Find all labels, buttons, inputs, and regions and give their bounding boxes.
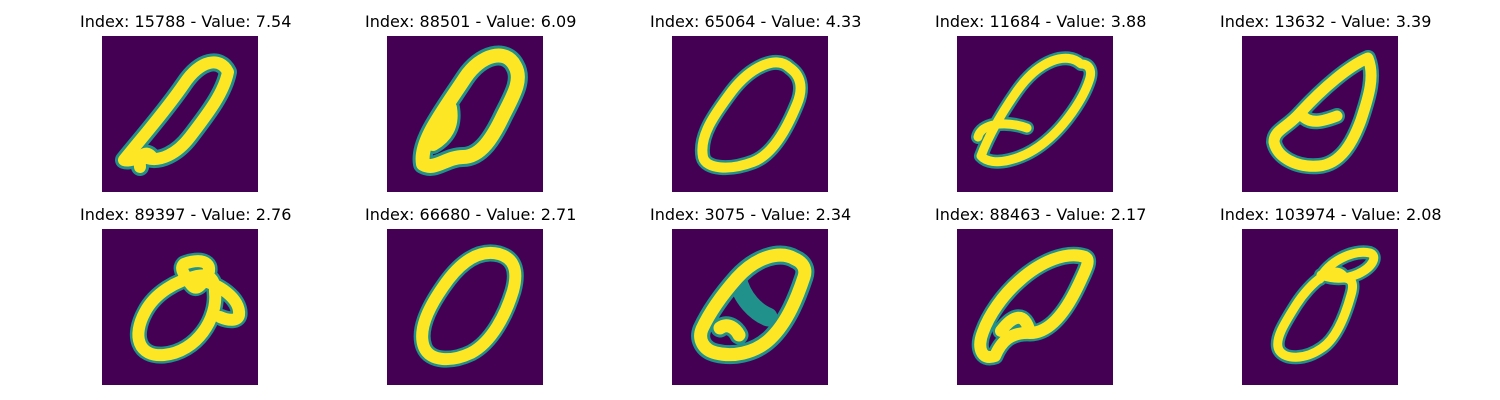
panel-10: Index: 103974 - Value: 2.08 (1220, 205, 1442, 385)
panel-7: Index: 66680 - Value: 2.71 (365, 205, 577, 385)
panel-title: Index: 88463 - Value: 2.17 (935, 205, 1147, 224)
digit-image (957, 229, 1113, 385)
panel-title: Index: 89397 - Value: 2.76 (80, 205, 292, 224)
digit-image (672, 229, 828, 385)
digit-image (1242, 229, 1398, 385)
digit-image (387, 36, 543, 192)
digit-image (102, 36, 258, 192)
panel-3: Index: 65064 - Value: 4.33 (650, 12, 862, 192)
panel-title: Index: 65064 - Value: 4.33 (650, 12, 862, 31)
panel-8: Index: 3075 - Value: 2.34 (650, 205, 852, 385)
panel-title: Index: 13632 - Value: 3.39 (1220, 12, 1432, 31)
panel-2: Index: 88501 - Value: 6.09 (365, 12, 577, 192)
panel-1: Index: 15788 - Value: 7.54 (80, 12, 292, 192)
panel-title: Index: 3075 - Value: 2.34 (650, 205, 852, 224)
panel-title: Index: 88501 - Value: 6.09 (365, 12, 577, 31)
panel-5: Index: 13632 - Value: 3.39 (1220, 12, 1432, 192)
panel-6: Index: 89397 - Value: 2.76 (80, 205, 292, 385)
panel-9: Index: 88463 - Value: 2.17 (935, 205, 1147, 385)
panel-4: Index: 11684 - Value: 3.88 (935, 12, 1147, 192)
digit-image (1242, 36, 1398, 192)
digit-image (387, 229, 543, 385)
panel-title: Index: 15788 - Value: 7.54 (80, 12, 292, 31)
panel-title: Index: 11684 - Value: 3.88 (935, 12, 1147, 31)
digit-image (102, 229, 258, 385)
panel-title: Index: 103974 - Value: 2.08 (1220, 205, 1442, 224)
panel-title: Index: 66680 - Value: 2.71 (365, 205, 577, 224)
digit-image (672, 36, 828, 192)
digit-image (957, 36, 1113, 192)
